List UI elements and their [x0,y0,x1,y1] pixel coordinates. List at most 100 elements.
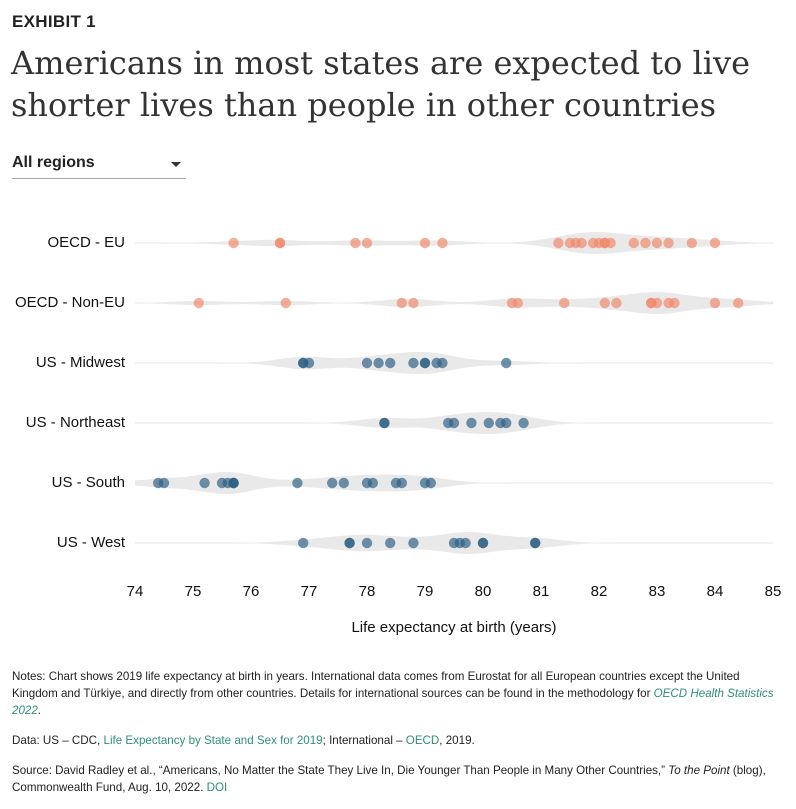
point [518,417,529,429]
point [408,297,419,309]
point [193,297,204,309]
point [640,237,651,249]
point [553,237,564,249]
point [512,297,523,309]
exhibit-label: EXHIBIT 1 [12,12,96,31]
row-label: US - South [52,474,125,491]
x-tick-label: 78 [359,583,376,600]
point [501,417,512,429]
x-tick-label: 83 [649,583,666,600]
point [559,297,570,309]
point [651,237,663,249]
violin [135,232,773,254]
point [274,237,286,249]
note-text: Source: David Radley et al., “Americans,… [12,764,669,777]
region-dropdown[interactable]: All regions [12,154,186,179]
point [303,357,315,369]
row-label: US - Northeast [26,414,126,431]
x-tick-label: 80 [475,583,492,600]
notes: Notes: Chart shows 2019 life expectancy … [12,668,787,809]
note-link[interactable]: DOI [206,781,228,794]
note-link[interactable]: OECD Health Statistics 2022 [12,687,774,717]
notes-paragraph: Notes: Chart shows 2019 life expectancy … [12,668,787,719]
point [460,537,471,549]
point [611,297,622,309]
point [530,537,541,549]
note-link[interactable]: Life Expectancy by State and Sex for 201… [103,734,323,747]
point [733,297,744,309]
point [419,237,431,249]
point [437,357,448,369]
x-tick-label: 76 [243,583,260,600]
point [419,357,431,369]
point [361,537,373,549]
point [483,417,494,429]
point [466,417,477,429]
point [709,297,721,309]
point [576,237,587,249]
dropdown-label[interactable]: All regions [12,154,95,171]
point [292,477,303,489]
row-label: US - Midwest [36,354,126,371]
point [599,297,610,309]
x-tick-label: 81 [533,583,550,600]
note-text: (blog), Commonwealth Fund, Aug. 10, 2022… [12,764,766,794]
note-text: ; International – [322,734,406,747]
point [396,477,407,489]
violin [135,292,773,314]
row-label: OECD - Non-EU [15,294,125,311]
x-tick-label: 79 [417,583,434,600]
point [709,237,721,249]
note-text: Data: US – CDC, [12,734,104,747]
point [350,237,361,249]
x-tick-label: 82 [591,583,608,600]
point [367,477,378,489]
note-text: . [37,704,42,717]
data-paragraph: Data: US – CDC, Life Expectancy by State… [12,732,787,749]
x-tick-label: 77 [301,583,318,600]
point [651,297,663,309]
point [663,237,674,249]
row-label: US - West [57,534,126,551]
violin [135,352,773,374]
chart: 74 75 76 77 78 79 80 81 82 83 84 85 Life expectancy … [15,232,782,636]
point [437,237,448,249]
point [373,357,384,369]
x-tick-label: 75 [185,583,202,600]
x-tick-label: 85 [765,583,782,600]
point [385,357,396,369]
point [298,537,309,549]
point [228,477,239,489]
point [228,237,239,249]
point [408,357,419,369]
x-tick-label: 84 [707,583,724,600]
x-tick-label: 74 [127,583,144,600]
point [669,297,680,309]
violin [135,472,773,494]
point [501,357,512,369]
point [605,237,616,249]
point [385,537,396,549]
point [338,477,349,489]
point [361,357,373,369]
note-text: Notes: Chart shows 2019 life expectancy … [12,670,740,700]
dropdown-arrow[interactable] [170,161,182,169]
point [327,477,338,489]
point [477,537,489,549]
point [280,297,291,309]
note-link[interactable]: OECD [405,734,440,747]
point [158,477,170,489]
row-label: OECD - EU [47,234,125,251]
title: Americans in most states are expected to… [11,44,750,124]
note-text: , 2019. [439,734,475,747]
point [344,537,355,549]
point [379,417,390,429]
point [199,477,210,489]
note-text: To the Point [668,764,730,777]
point [425,477,436,489]
point [686,237,697,249]
point [448,417,460,429]
point [361,237,373,249]
x-axis-label: Life expectancy at birth (years) [351,619,556,636]
